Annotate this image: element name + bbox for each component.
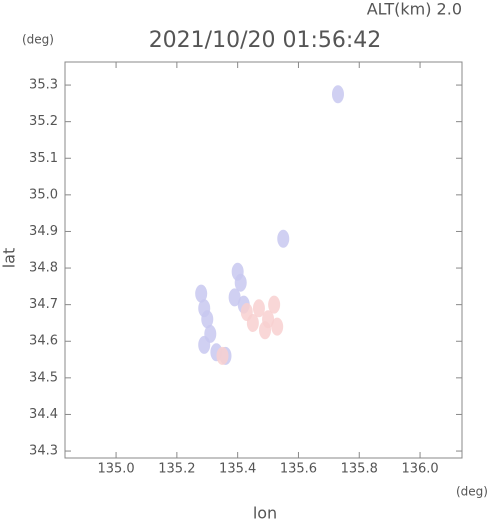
y-tick-label: 34.9 [29, 224, 58, 239]
x-tick-label: 135.4 [219, 462, 256, 477]
y-tick-label: 35.0 [29, 187, 58, 202]
x-tick-label: 136.0 [401, 462, 438, 477]
y-tick-label: 34.4 [29, 407, 58, 422]
x-tick-label: 135.0 [97, 462, 134, 477]
y-tick-label: 34.5 [29, 370, 58, 385]
y-tick-label: 34.3 [29, 444, 58, 459]
echo-point [234, 273, 247, 292]
echo-point [271, 317, 284, 336]
plot-frame [64, 61, 463, 459]
x-unit: (deg) [456, 485, 488, 499]
x-tick-label: 135.8 [341, 462, 378, 477]
echo-point [331, 85, 344, 104]
echo-point [252, 299, 265, 318]
echo-point [240, 302, 253, 321]
y-axis-label: lat [0, 248, 19, 269]
chart-subtitle: ALT(km) 2.0 [367, 0, 462, 19]
y-unit: (deg) [22, 33, 54, 47]
y-tick-label: 35.3 [29, 78, 58, 93]
x-tick-label: 135.6 [280, 462, 317, 477]
x-tick-label: 135.2 [158, 462, 195, 477]
echo-point [198, 335, 211, 354]
echo-point [268, 295, 281, 314]
y-tick-label: 35.2 [29, 114, 58, 129]
echo-point [216, 346, 229, 365]
y-tick-label: 34.7 [29, 297, 58, 312]
echo-point [277, 229, 290, 248]
echo-point [228, 288, 241, 307]
x-axis-label: lon [253, 504, 277, 521]
chart-title: 2021/10/20 01:56:42 [149, 28, 382, 53]
y-tick-label: 34.8 [29, 261, 58, 276]
echo-point [259, 321, 272, 340]
y-tick-label: 34.6 [29, 334, 58, 349]
echo-point [201, 310, 214, 329]
y-tick-label: 35.1 [29, 151, 58, 166]
echo-point [195, 284, 208, 303]
